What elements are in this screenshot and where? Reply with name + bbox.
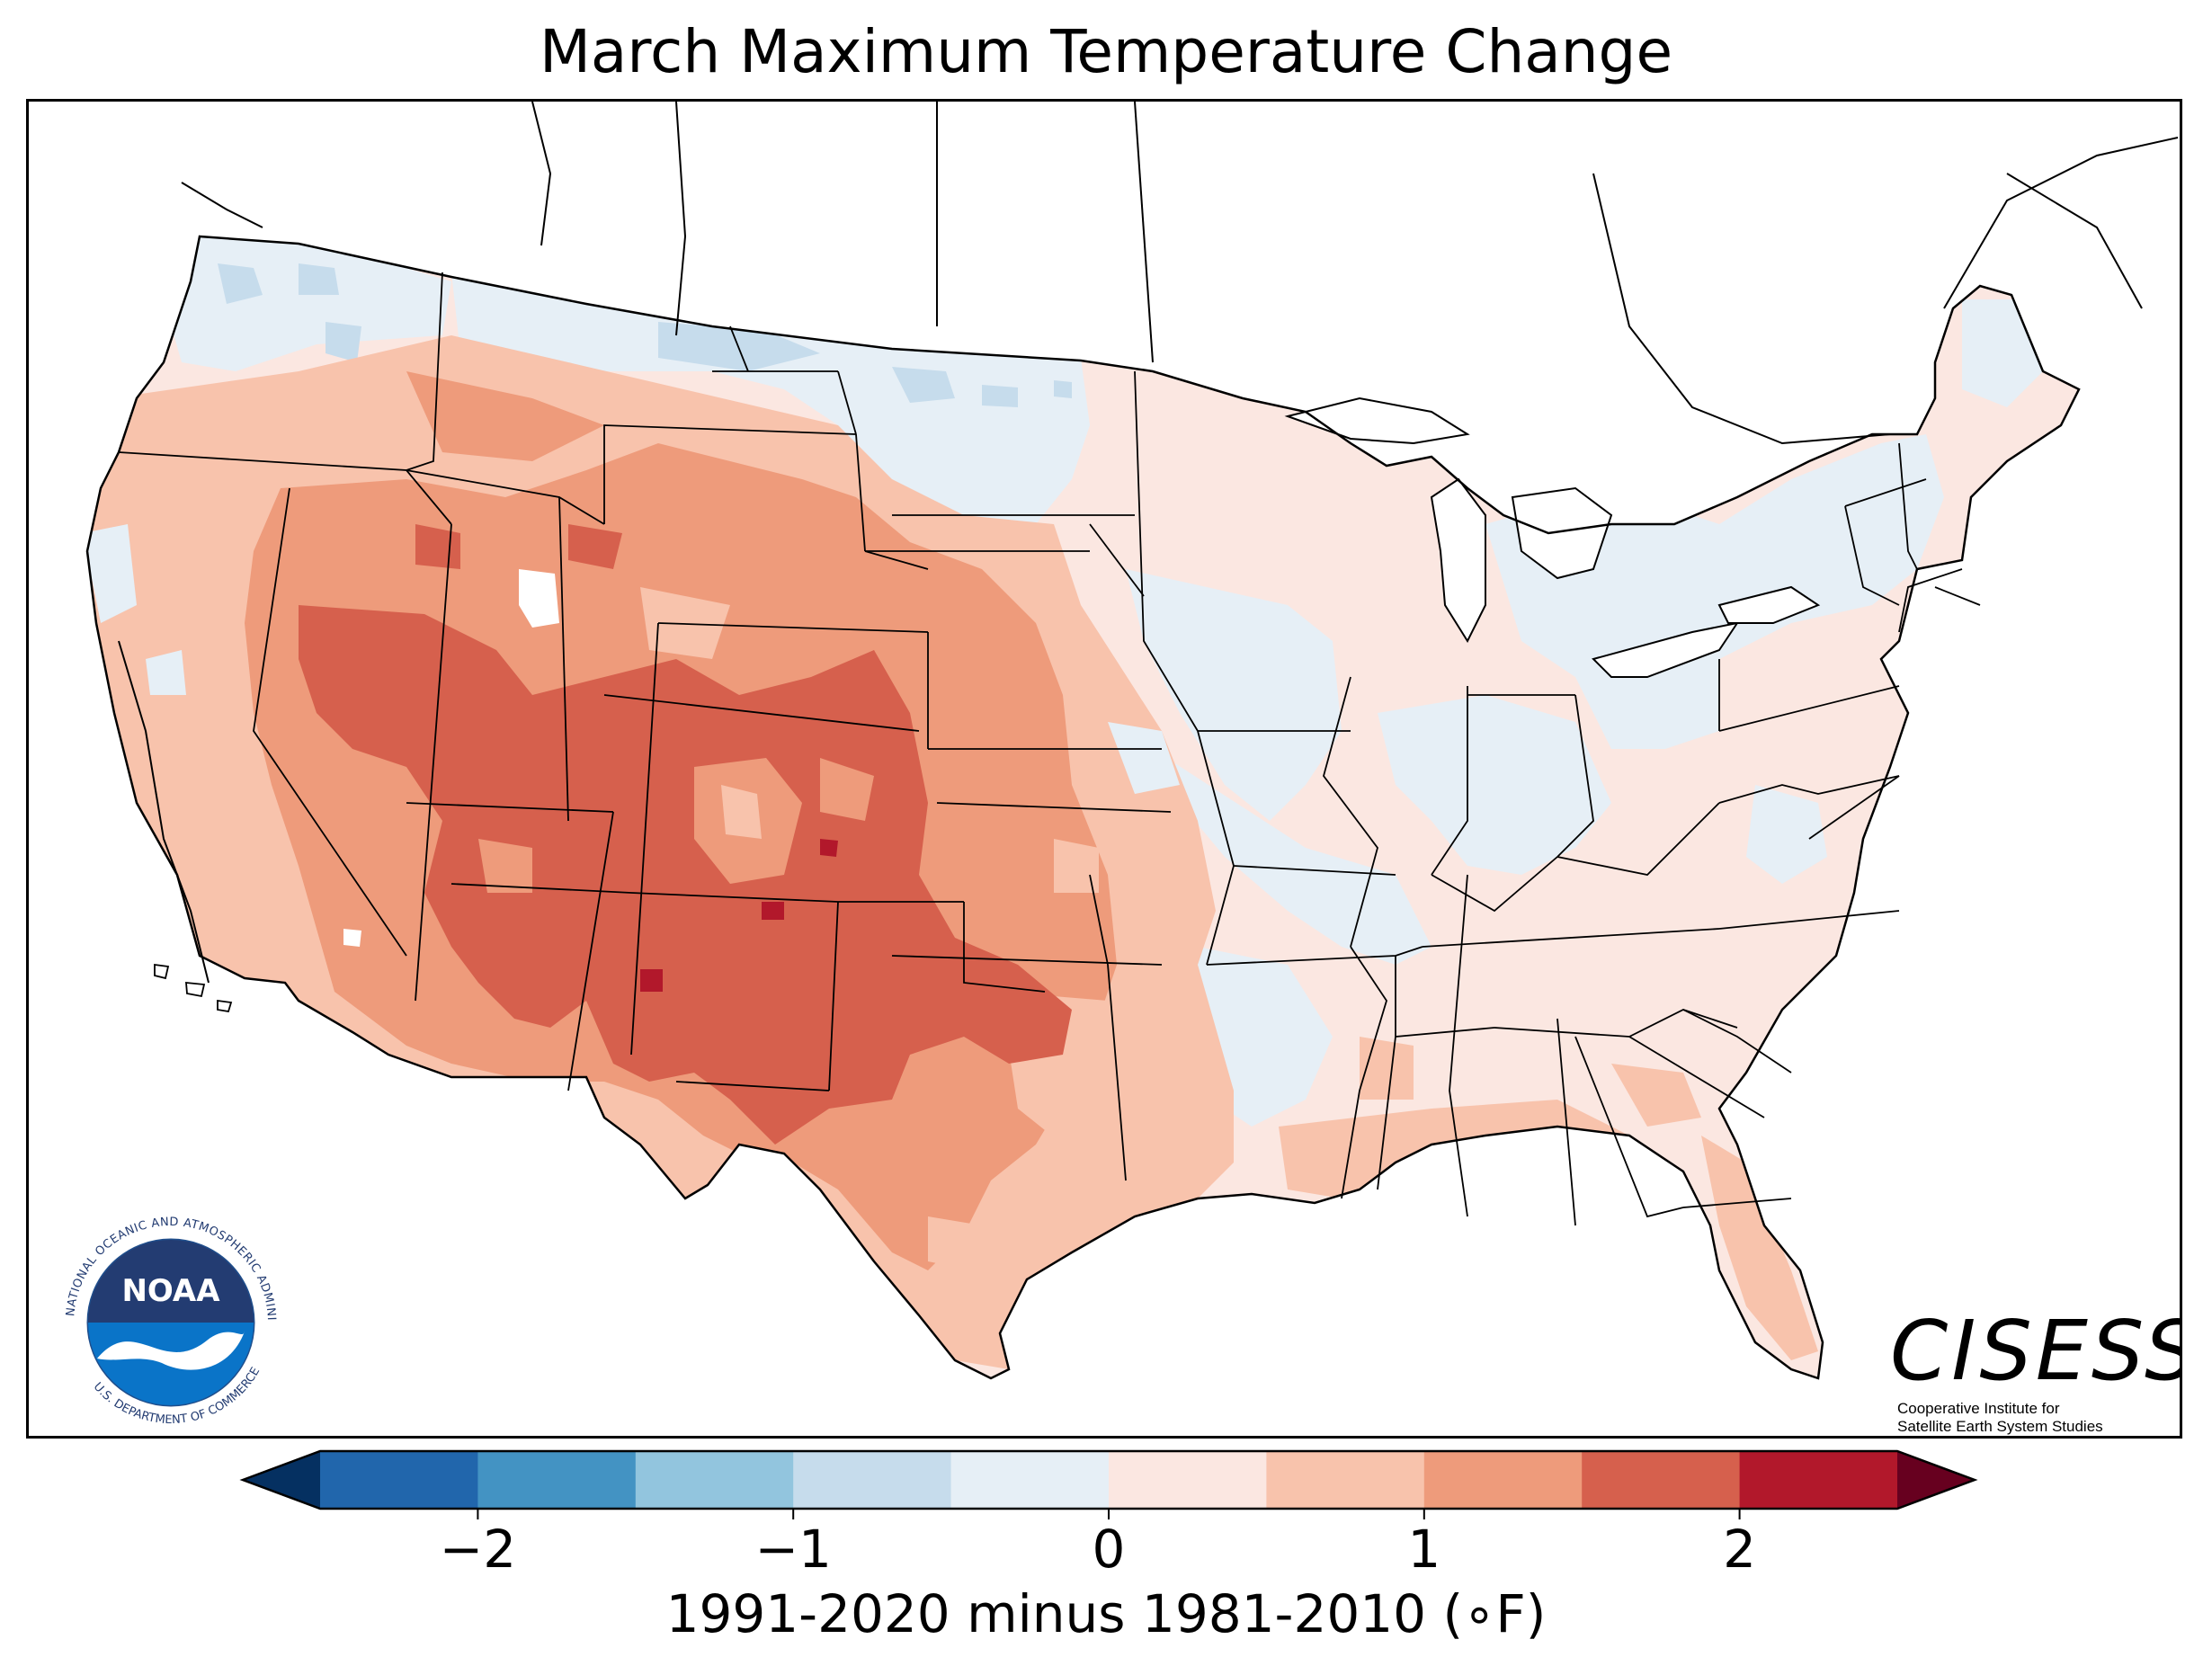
colorbar-tick-label: −2	[439, 1519, 517, 1580]
colorbar-bin-7	[1423, 1451, 1583, 1509]
colorbar-label: 1991-2020 minus 1981-2010 (∘F)	[665, 1583, 1547, 1644]
colorbar-bin-4	[950, 1451, 1110, 1509]
state-borders	[118, 272, 1981, 1226]
colorbar-bin-9	[1739, 1451, 1898, 1509]
cisess-line2: Satellite Earth System Studies	[1897, 1418, 2103, 1435]
colorbar-bin-6	[1266, 1451, 1425, 1509]
map-title: March Maximum Temperature Change	[539, 17, 1673, 86]
colorbar-bin-3	[793, 1451, 952, 1509]
cisess-line1: Cooperative Institute for	[1897, 1400, 2060, 1417]
colorbar-tick-label: 1	[1407, 1519, 1441, 1580]
noaa-logo: NOAA NATIONAL OCEANIC AND ATMOSPHERIC AD…	[54, 1206, 279, 1430]
map-frame: NOAA NATIONAL OCEANIC AND ATMOSPHERIC AD…	[26, 99, 2182, 1439]
colorbar	[239, 1449, 1978, 1519]
colorbar-tick-label: 2	[1723, 1519, 1757, 1580]
noaa-center-text: NOAA	[121, 1273, 220, 1309]
us-temperature-change-map	[85, 102, 2179, 1380]
colorbar-tick-label: 0	[1092, 1519, 1126, 1580]
colorbar-bin-1	[477, 1451, 637, 1509]
colorbar-bin-8	[1582, 1451, 1741, 1509]
temperature-field	[87, 236, 2079, 1378]
colorbar-bin-5	[1109, 1451, 1267, 1509]
great-lakes	[1284, 396, 1821, 678]
cisess-logo: CISESS Cooperative Institute for Satelli…	[1890, 1306, 2180, 1436]
colorbar-tick-label: −1	[754, 1519, 832, 1580]
colorbar-outline	[239, 1449, 1978, 1510]
colorbar-bin-0	[320, 1451, 478, 1509]
colorbar-under-arrow	[243, 1451, 320, 1509]
border-lines	[118, 102, 2179, 984]
colorbar-over-arrow	[1897, 1451, 1975, 1509]
cisess-wordmark: CISESS	[1890, 1303, 2182, 1399]
colorbar-bin-2	[635, 1451, 794, 1509]
